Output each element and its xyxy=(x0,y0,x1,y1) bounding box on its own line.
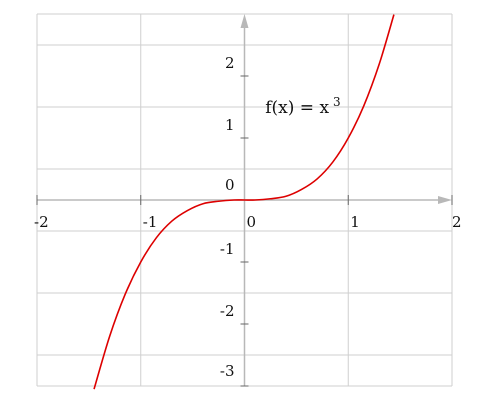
x-tick-label: 0 xyxy=(247,213,257,231)
tick-labels: -2 -1 0 1 2 -3 -2 -1 0 1 2 xyxy=(34,54,462,380)
y-tick-label: -3 xyxy=(220,362,235,380)
function-label: f(x) = x 3 xyxy=(265,95,340,118)
series-line xyxy=(93,14,395,390)
x-tick-label: -1 xyxy=(143,213,158,231)
y-tick-label: -1 xyxy=(220,240,235,258)
x-tick-label: 2 xyxy=(452,213,462,231)
x-axis-arrow xyxy=(438,196,452,204)
x-tick-label: -2 xyxy=(34,213,49,231)
x-tick-label: 1 xyxy=(350,213,360,231)
y-tick-label: 2 xyxy=(225,54,235,72)
function-label-superscript: 3 xyxy=(333,95,341,109)
series xyxy=(93,14,395,390)
function-label-text: f(x) = x xyxy=(265,98,329,118)
y-tick-label: -2 xyxy=(220,302,235,320)
y-axis-arrow xyxy=(240,14,249,28)
y-tick-label: 0 xyxy=(225,176,235,194)
y-tick-label: 1 xyxy=(225,116,235,134)
